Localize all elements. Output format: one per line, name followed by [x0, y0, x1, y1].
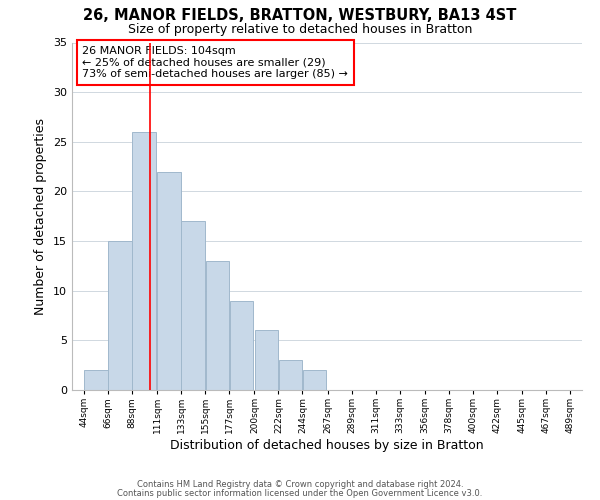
Bar	[181, 221, 205, 390]
Bar	[133, 132, 156, 390]
Text: Size of property relative to detached houses in Bratton: Size of property relative to detached ho…	[128, 22, 472, 36]
Bar	[278, 360, 302, 390]
X-axis label: Distribution of detached houses by size in Bratton: Distribution of detached houses by size …	[170, 439, 484, 452]
Bar	[254, 330, 278, 390]
Text: Contains public sector information licensed under the Open Government Licence v3: Contains public sector information licen…	[118, 488, 482, 498]
Bar	[206, 261, 229, 390]
Bar	[84, 370, 108, 390]
Text: 26 MANOR FIELDS: 104sqm
← 25% of detached houses are smaller (29)
73% of semi-de: 26 MANOR FIELDS: 104sqm ← 25% of detache…	[82, 46, 348, 79]
Bar	[303, 370, 326, 390]
Bar	[109, 241, 132, 390]
Bar	[157, 172, 181, 390]
Text: Contains HM Land Registry data © Crown copyright and database right 2024.: Contains HM Land Registry data © Crown c…	[137, 480, 463, 489]
Y-axis label: Number of detached properties: Number of detached properties	[34, 118, 47, 315]
Text: 26, MANOR FIELDS, BRATTON, WESTBURY, BA13 4ST: 26, MANOR FIELDS, BRATTON, WESTBURY, BA1…	[83, 8, 517, 22]
Bar	[230, 300, 253, 390]
